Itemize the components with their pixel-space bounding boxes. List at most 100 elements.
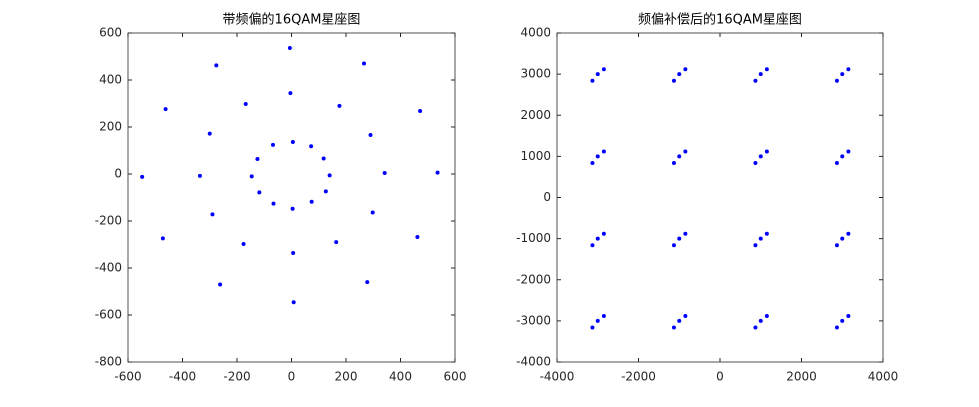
point <box>764 313 769 318</box>
point <box>140 174 145 179</box>
point <box>290 206 295 211</box>
y-tick-label: 4000 <box>520 26 551 40</box>
point <box>683 313 688 318</box>
point <box>368 132 373 137</box>
point <box>334 240 339 245</box>
point <box>753 160 758 165</box>
point <box>365 280 370 285</box>
y-tick-label: -400 <box>95 261 122 275</box>
chart-title: 频偏补偿后的16QAM星座图 <box>638 12 802 28</box>
point <box>207 131 212 136</box>
point <box>590 160 595 165</box>
point <box>683 67 688 72</box>
point <box>683 231 688 236</box>
point <box>677 154 682 159</box>
y-tick-label: 1000 <box>520 149 551 163</box>
point <box>243 101 248 106</box>
point <box>846 231 851 236</box>
point <box>671 325 676 330</box>
y-tick-label: -1000 <box>516 231 551 245</box>
point <box>241 242 246 247</box>
point <box>834 243 839 248</box>
x-tick-label: -400 <box>169 370 196 384</box>
point <box>753 325 758 330</box>
y-tick-label: -2000 <box>516 272 551 286</box>
point <box>249 174 254 179</box>
point <box>764 67 769 72</box>
point <box>601 313 606 318</box>
point <box>590 78 595 83</box>
point <box>595 318 600 323</box>
y-tick-label: -200 <box>95 214 122 228</box>
axes-box <box>556 32 884 363</box>
point <box>382 171 387 176</box>
point <box>758 318 763 323</box>
x-tick-label: 0 <box>716 370 724 384</box>
point <box>160 236 165 241</box>
x-tick-label: 0 <box>288 370 296 384</box>
point <box>834 78 839 83</box>
point <box>595 154 600 159</box>
point <box>210 212 215 217</box>
point <box>677 318 682 323</box>
point <box>255 156 260 161</box>
y-tick-label: -3000 <box>516 313 551 327</box>
point <box>846 313 851 318</box>
y-tick-label: 200 <box>99 120 122 134</box>
point <box>218 282 223 287</box>
x-tick-label: 2000 <box>786 370 817 384</box>
x-tick-label: -600 <box>114 370 141 384</box>
y-tick-label: -600 <box>95 308 122 322</box>
point <box>595 236 600 241</box>
point <box>590 325 595 330</box>
axes-box <box>127 32 456 363</box>
point <box>671 243 676 248</box>
point <box>683 149 688 154</box>
x-tick-label: -200 <box>223 370 250 384</box>
point <box>418 109 423 114</box>
point <box>290 140 295 145</box>
point <box>163 107 168 112</box>
point <box>677 236 682 241</box>
point <box>323 189 328 194</box>
x-tick-label: 4000 <box>868 370 899 384</box>
point <box>758 236 763 241</box>
point <box>753 243 758 248</box>
point <box>435 170 440 175</box>
y-tick-label: 400 <box>99 73 122 87</box>
y-tick-label: 3000 <box>520 67 551 81</box>
point <box>361 61 366 66</box>
y-tick-label: -4000 <box>516 355 551 369</box>
point <box>671 160 676 165</box>
point <box>309 144 314 149</box>
point <box>840 154 845 159</box>
point <box>291 250 296 255</box>
point <box>671 78 676 83</box>
point <box>197 173 202 178</box>
chart-title: 带频偏的16QAM星座图 <box>223 12 361 28</box>
point <box>840 236 845 241</box>
point <box>834 160 839 165</box>
y-tick-label: 0 <box>114 167 122 181</box>
y-tick-label: 0 <box>543 190 551 204</box>
point <box>370 210 375 215</box>
point <box>601 149 606 154</box>
y-tick-label: 600 <box>99 26 122 40</box>
point <box>601 67 606 72</box>
point <box>840 72 845 77</box>
point <box>595 72 600 77</box>
point <box>764 149 769 154</box>
point <box>337 103 342 108</box>
point <box>321 156 326 161</box>
point <box>270 142 275 147</box>
x-tick-label: -2000 <box>621 370 656 384</box>
point <box>758 72 763 77</box>
x-tick-label: -4000 <box>540 370 575 384</box>
y-tick-label: 2000 <box>520 108 551 122</box>
point <box>590 243 595 248</box>
point <box>257 190 262 195</box>
point <box>677 72 682 77</box>
point <box>846 67 851 72</box>
point <box>601 231 606 236</box>
